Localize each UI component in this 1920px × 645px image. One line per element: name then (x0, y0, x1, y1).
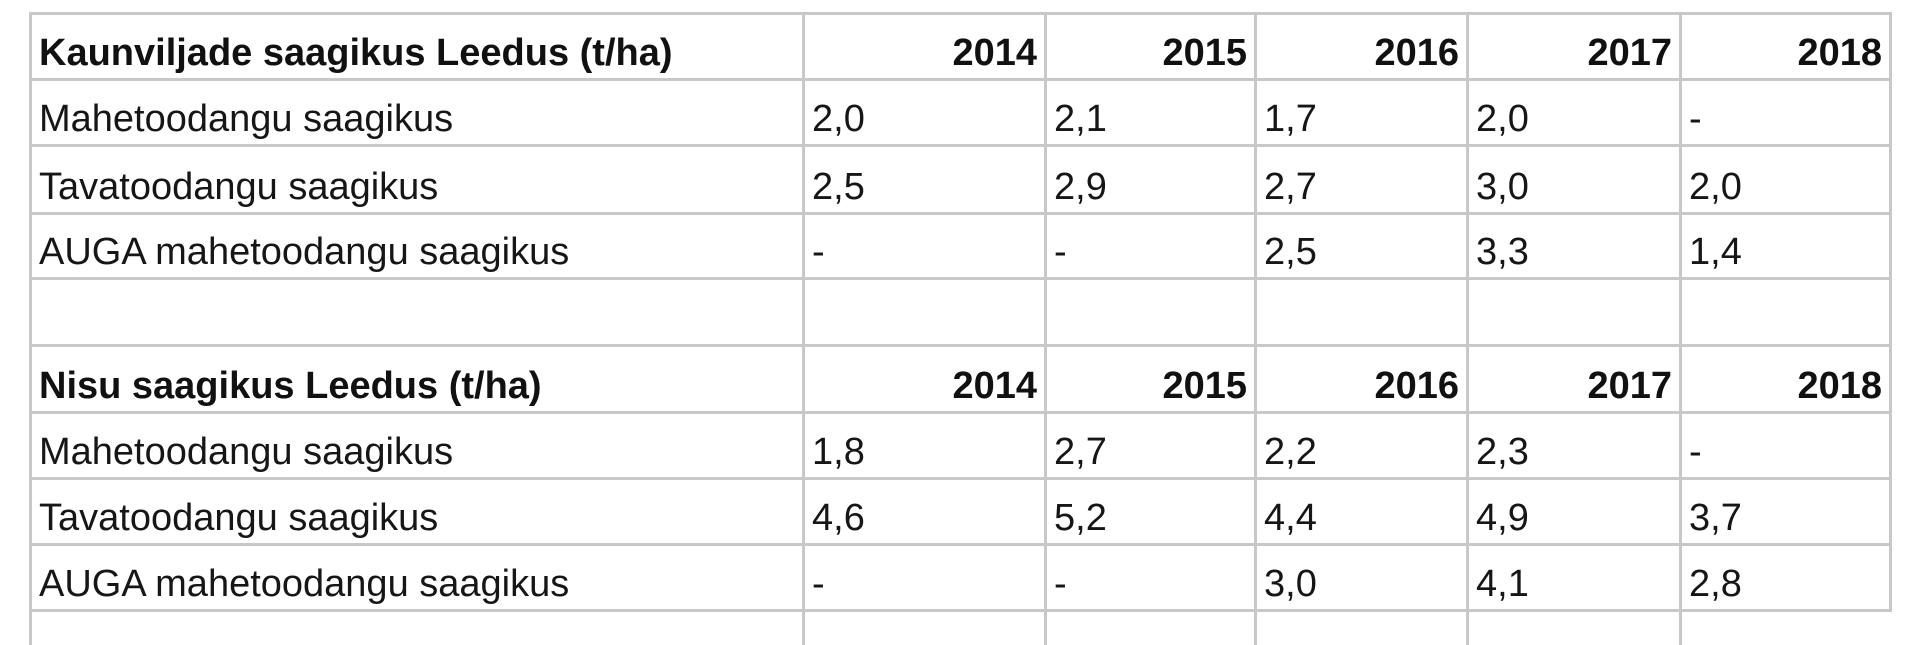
gridline-vertical (1466, 12, 1469, 645)
value-cell[interactable]: 2,5 (812, 166, 865, 209)
gridline-vertical (29, 12, 32, 645)
value-cell[interactable]: 1,7 (1264, 98, 1317, 141)
value-cell[interactable]: 2,0 (1689, 166, 1742, 209)
table2-header-row: Nisu saagikus Leedus (t/ha) 2014 2015 20… (30, 345, 1890, 412)
value-cell[interactable]: 2,2 (1264, 431, 1317, 474)
table2-year-2015-cell[interactable]: 2015 (1162, 365, 1247, 408)
value-cell[interactable]: 3,3 (1476, 231, 1529, 274)
value-cell[interactable]: 5,2 (1054, 497, 1107, 540)
value-cell[interactable]: 1,4 (1689, 231, 1742, 274)
value-cell[interactable]: 4,6 (812, 497, 865, 540)
gridline-vertical (802, 12, 805, 645)
empty-cell[interactable] (1680, 278, 1890, 345)
value-cell[interactable]: 2,0 (1476, 98, 1529, 141)
table1-title-cell[interactable]: Kaunviljade saagikus Leedus (t/ha) (39, 32, 673, 75)
gridline-horizontal (29, 344, 1892, 347)
gridline-vertical (1254, 12, 1257, 645)
table2-title-cell[interactable]: Nisu saagikus Leedus (t/ha) (39, 365, 542, 408)
value-cell[interactable]: 2,0 (812, 98, 865, 141)
table1-year-2015-cell[interactable]: 2015 (1162, 32, 1247, 75)
row-label-cell[interactable]: Tavatoodangu saagikus (39, 497, 439, 540)
table2-row-tavatoodangu: Tavatoodangu saagikus 4,6 5,2 4,4 4,9 3,… (30, 478, 1890, 544)
value-cell[interactable]: - (1054, 563, 1067, 606)
empty-cell[interactable] (1255, 278, 1467, 345)
gridline-horizontal (29, 543, 1892, 546)
row-label-cell[interactable]: Tavatoodangu saagikus (39, 166, 439, 209)
sheet: Kaunviljade saagikus Leedus (t/ha) 2014 … (30, 13, 1890, 610)
table2-year-2014-cell[interactable]: 2014 (952, 365, 1037, 408)
table1-year-2017-cell[interactable]: 2017 (1587, 32, 1672, 75)
value-cell[interactable]: 4,1 (1476, 563, 1529, 606)
gridline-horizontal (29, 277, 1892, 280)
row-label-cell[interactable]: AUGA mahetoodangu saagikus (39, 231, 570, 274)
gridline-vertical (1679, 12, 1682, 645)
table2-year-2016-cell[interactable]: 2016 (1374, 365, 1459, 408)
table2-row-mahetoodangu: Mahetoodangu saagikus 1,8 2,7 2,2 2,3 - (30, 412, 1890, 478)
value-cell[interactable]: - (812, 231, 825, 274)
value-cell[interactable]: 3,0 (1264, 563, 1317, 606)
value-cell[interactable]: - (1054, 231, 1067, 274)
gridline-horizontal (29, 609, 1892, 612)
gridline-vertical (1889, 12, 1892, 611)
value-cell[interactable]: - (1689, 98, 1702, 141)
value-cell[interactable]: 1,8 (812, 431, 865, 474)
value-cell[interactable]: 4,4 (1264, 497, 1317, 540)
gridline-horizontal (29, 12, 1892, 15)
gridline-horizontal (29, 144, 1892, 147)
table1-year-2014-cell[interactable]: 2014 (952, 32, 1037, 75)
value-cell[interactable]: 2,8 (1689, 563, 1742, 606)
value-cell[interactable]: - (1689, 431, 1702, 474)
value-cell[interactable]: 3,7 (1689, 497, 1742, 540)
table1-row-mahetoodangu: Mahetoodangu saagikus 2,0 2,1 1,7 2,0 - (30, 79, 1890, 145)
table2-row-auga: AUGA mahetoodangu saagikus - - 3,0 4,1 2… (30, 544, 1890, 610)
value-cell[interactable]: 4,9 (1476, 497, 1529, 540)
table1-header-row: Kaunviljade saagikus Leedus (t/ha) 2014 … (30, 13, 1890, 79)
blank-row (30, 278, 1890, 345)
empty-cell[interactable] (1045, 278, 1255, 345)
row-label-cell[interactable]: Mahetoodangu saagikus (39, 431, 454, 474)
table2-year-2018-cell[interactable]: 2018 (1797, 365, 1882, 408)
value-cell[interactable]: 2,3 (1476, 431, 1529, 474)
table1-row-auga: AUGA mahetoodangu saagikus - - 2,5 3,3 1… (30, 213, 1890, 278)
value-cell[interactable]: 2,9 (1054, 166, 1107, 209)
gridline-horizontal (29, 411, 1892, 414)
gridline-horizontal (29, 477, 1892, 480)
gridline-vertical (1044, 12, 1047, 645)
row-label-cell[interactable]: AUGA mahetoodangu saagikus (39, 563, 570, 606)
gridline-horizontal (29, 212, 1892, 215)
table2-year-2017-cell[interactable]: 2017 (1587, 365, 1672, 408)
table1-year-2016-cell[interactable]: 2016 (1374, 32, 1459, 75)
value-cell[interactable]: 2,7 (1264, 166, 1317, 209)
empty-cell[interactable] (803, 278, 1045, 345)
table1-row-tavatoodangu: Tavatoodangu saagikus 2,5 2,9 2,7 3,0 2,… (30, 145, 1890, 213)
empty-cell[interactable] (1467, 278, 1680, 345)
empty-cell[interactable] (30, 278, 803, 345)
row-label-cell[interactable]: Mahetoodangu saagikus (39, 98, 454, 141)
value-cell[interactable]: - (812, 563, 825, 606)
value-cell[interactable]: 2,7 (1054, 431, 1107, 474)
value-cell[interactable]: 2,1 (1054, 98, 1107, 141)
value-cell[interactable]: 3,0 (1476, 166, 1529, 209)
gridline-horizontal (29, 78, 1892, 81)
table1-year-2018-cell[interactable]: 2018 (1797, 32, 1882, 75)
value-cell[interactable]: 2,5 (1264, 231, 1317, 274)
